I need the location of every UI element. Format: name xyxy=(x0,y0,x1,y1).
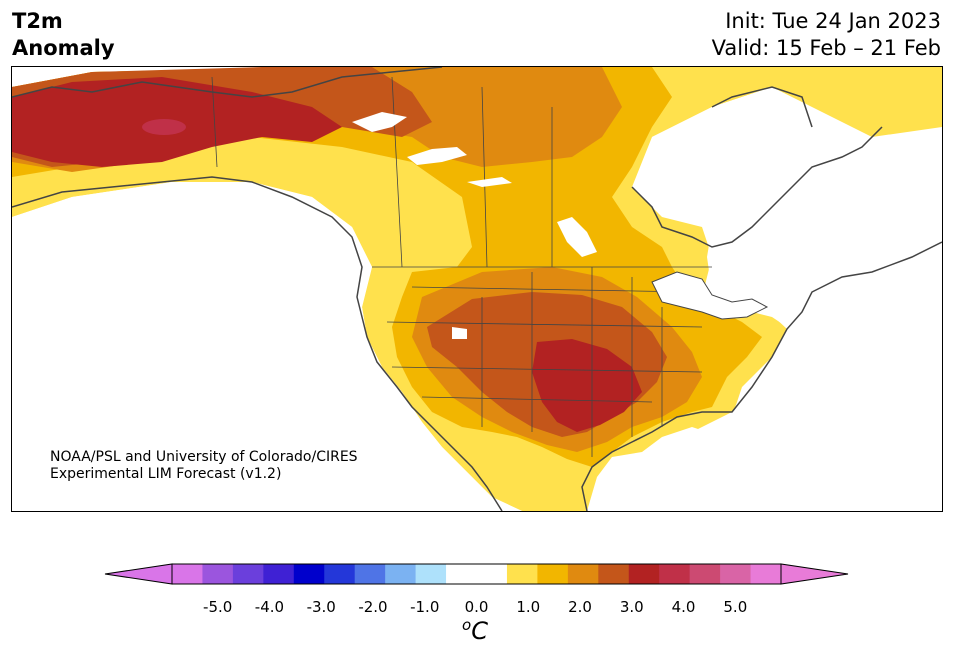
colorbar-tick-label: 3.0 xyxy=(619,598,644,616)
colorbar-tick-label: -1.0 xyxy=(410,598,440,616)
colorbar-cell xyxy=(689,564,721,584)
colorbar-tick-label: 2.0 xyxy=(568,598,592,616)
colorbar-cell xyxy=(293,564,325,584)
colorbar-cell xyxy=(476,564,508,584)
colorbar-cell xyxy=(537,564,569,584)
colorbar-cell xyxy=(720,564,752,584)
colorbar-border xyxy=(171,563,782,585)
forecast-credit: NOAA/PSL and University of Colorado/CIRE… xyxy=(50,449,358,483)
map-title: T2m Anomaly xyxy=(12,8,115,62)
colorbar-unit: oC xyxy=(462,616,488,645)
init-date: Init: Tue 24 Jan 2023 xyxy=(725,9,941,33)
colorbar-cell xyxy=(628,564,660,584)
valid-date: Valid: 15 Feb – 21 Feb xyxy=(711,36,941,60)
unit-degree: o xyxy=(462,616,472,634)
colorbar-cell xyxy=(415,564,447,584)
colorbar-tick-label: 1.0 xyxy=(516,598,541,616)
title-line-2: Anomaly xyxy=(12,36,115,60)
colorbar-cell xyxy=(506,564,538,584)
unit-label: C xyxy=(471,617,488,645)
anomaly-region-6 xyxy=(142,119,186,135)
colorbar-min-arrow xyxy=(104,563,173,585)
colorbar xyxy=(104,563,849,585)
colorbar-tick-label: 5.0 xyxy=(723,598,748,616)
colorbar-cell xyxy=(385,564,417,584)
colorbar-tick-label: -4.0 xyxy=(254,598,285,616)
credit-line-1: NOAA/PSL and University of Colorado/CIRE… xyxy=(50,449,358,465)
anomaly-region-4 xyxy=(12,67,667,437)
colorbar-tick-label: -5.0 xyxy=(203,598,233,616)
colorbar-ticks: -5.0 -4.0 -3.0 -2.0 -1.0 0.0 1.0 2.0 3.0 4.0 5.0 xyxy=(0,598,953,618)
colorbar-tick-label: -3.0 xyxy=(306,598,336,616)
colorbar-cell xyxy=(172,564,203,584)
anomaly-region-zero-pacific xyxy=(12,182,522,511)
colorbar-cell xyxy=(659,564,691,584)
colorbar-cells xyxy=(172,564,782,584)
colorbar-cell xyxy=(232,564,264,584)
colorbar-cell xyxy=(354,564,386,584)
colorbar-cell xyxy=(446,564,477,584)
anomaly-region-5 xyxy=(12,77,642,432)
title-line-1: T2m xyxy=(12,9,63,33)
anomaly-map: NOAA/PSL and University of Colorado/CIRE… xyxy=(11,66,943,512)
colorbar-cell xyxy=(263,564,295,584)
great-lakes xyxy=(651,271,769,320)
colorbar-tick-label: -2.0 xyxy=(358,598,388,616)
forecast-dates: Init: Tue 24 Jan 2023 Valid: 15 Feb – 21… xyxy=(712,8,941,62)
map-svg xyxy=(12,67,942,511)
colorbar-tick-label: 4.0 xyxy=(671,598,696,616)
colorbar-cell xyxy=(202,564,234,584)
coastline xyxy=(12,67,942,511)
state-borders xyxy=(211,76,712,457)
credit-line-2: Experimental LIM Forecast (v1.2) xyxy=(50,466,282,482)
colorbar-cell xyxy=(598,564,630,584)
colorbar-cell xyxy=(324,564,356,584)
colorbar-cell xyxy=(567,564,599,584)
colorbar-cell xyxy=(750,564,782,584)
anomaly-region-zero-northeast xyxy=(612,87,942,511)
colorbar-tick-label: 0.0 xyxy=(464,598,489,616)
colorbar-max-arrow xyxy=(780,563,849,585)
